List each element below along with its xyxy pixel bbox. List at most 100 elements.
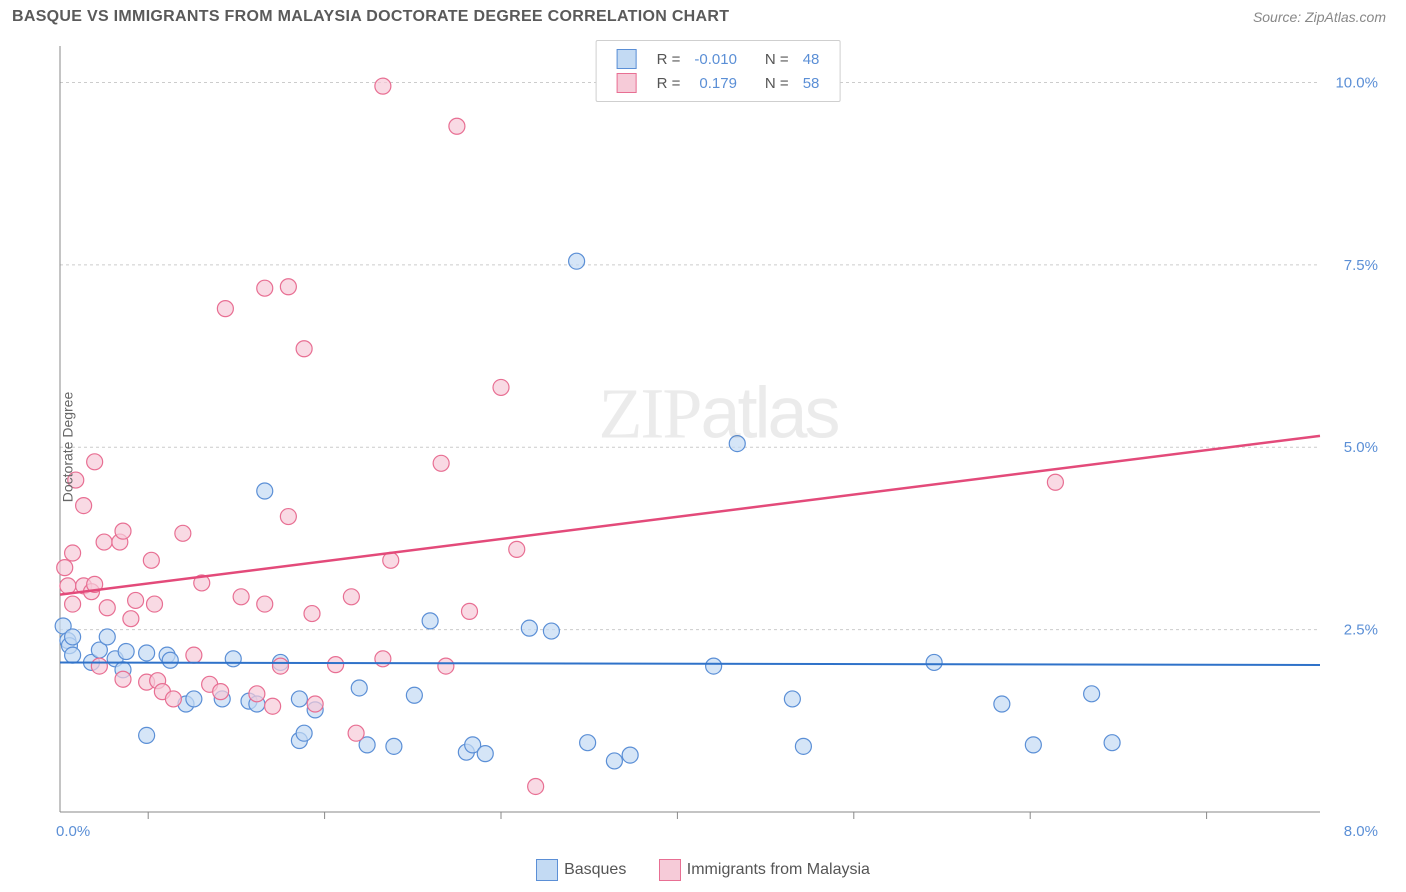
data-point [115, 671, 131, 687]
data-point [175, 525, 191, 541]
data-point [162, 652, 178, 668]
r-label: R = [651, 48, 687, 70]
data-point [225, 651, 241, 667]
data-point [186, 647, 202, 663]
n-value: 58 [797, 72, 826, 94]
data-point [386, 738, 402, 754]
data-point [76, 498, 92, 514]
data-point [580, 735, 596, 751]
data-point [123, 611, 139, 627]
data-point [521, 620, 537, 636]
legend-swatch-icon [617, 49, 637, 69]
data-point [926, 654, 942, 670]
data-point [328, 657, 344, 673]
data-point [60, 578, 76, 594]
legend-swatch-icon [536, 859, 558, 881]
data-point [433, 455, 449, 471]
chart-container: Doctorate Degree 2.5%5.0%7.5%10.0%0.0%8.… [50, 40, 1386, 854]
n-label: N = [759, 72, 795, 94]
data-point [606, 753, 622, 769]
legend-row: R = -0.010 N = 48 [611, 48, 826, 70]
data-point [477, 746, 493, 762]
data-point [115, 523, 131, 539]
data-point [143, 552, 159, 568]
data-point [375, 78, 391, 94]
data-point [128, 592, 144, 608]
legend-item: Basques [536, 859, 626, 881]
header-bar: BASQUE VS IMMIGRANTS FROM MALAYSIA DOCTO… [0, 0, 1406, 30]
data-point [249, 686, 265, 702]
data-point [291, 691, 307, 707]
source-prefix: Source: [1253, 9, 1305, 25]
source-credit: Source: ZipAtlas.com [1253, 9, 1386, 25]
data-point [462, 603, 478, 619]
data-point [706, 658, 722, 674]
data-point [1104, 735, 1120, 751]
legend-item-label: Basques [564, 861, 626, 879]
data-point [139, 727, 155, 743]
data-point [622, 747, 638, 763]
correlation-legend-table: R = -0.010 N = 48 R = 0.179 N = 58 [609, 46, 828, 96]
data-point [343, 589, 359, 605]
data-point [147, 596, 163, 612]
trend-line [60, 662, 1320, 665]
data-point [422, 613, 438, 629]
data-point [257, 483, 273, 499]
data-point [729, 436, 745, 452]
data-point [213, 684, 229, 700]
data-point [280, 509, 296, 525]
data-point [280, 279, 296, 295]
data-point [99, 629, 115, 645]
data-point [1084, 686, 1100, 702]
correlation-legend: R = -0.010 N = 48 R = 0.179 N = 58 [596, 40, 841, 102]
data-point [265, 698, 281, 714]
trend-line [60, 436, 1320, 595]
data-point [99, 600, 115, 616]
data-point [351, 680, 367, 696]
data-point [257, 596, 273, 612]
svg-text:2.5%: 2.5% [1344, 622, 1378, 639]
data-point [569, 253, 585, 269]
n-value: 48 [797, 48, 826, 70]
data-point [406, 687, 422, 703]
data-point [96, 534, 112, 550]
chart-title: BASQUE VS IMMIGRANTS FROM MALAYSIA DOCTO… [12, 8, 729, 26]
y-axis-label: Doctorate Degree [59, 392, 75, 503]
svg-text:10.0%: 10.0% [1335, 74, 1378, 91]
svg-text:0.0%: 0.0% [56, 823, 90, 840]
legend-item: Immigrants from Malaysia [659, 859, 870, 881]
data-point [65, 596, 81, 612]
data-point [65, 545, 81, 561]
legend-row: R = 0.179 N = 58 [611, 72, 826, 94]
r-value: 0.179 [688, 72, 743, 94]
scatter-plot: 2.5%5.0%7.5%10.0%0.0%8.0% [50, 40, 1386, 840]
data-point [257, 280, 273, 296]
data-point [118, 644, 134, 660]
data-point [65, 629, 81, 645]
data-point [1025, 737, 1041, 753]
data-point [139, 645, 155, 661]
data-point [1047, 474, 1063, 490]
n-label: N = [759, 48, 795, 70]
data-point [784, 691, 800, 707]
r-value: -0.010 [688, 48, 743, 70]
data-point [449, 118, 465, 134]
svg-text:8.0%: 8.0% [1344, 823, 1378, 840]
data-point [217, 301, 233, 317]
data-point [186, 691, 202, 707]
data-point [273, 658, 289, 674]
legend-swatch-icon [659, 859, 681, 881]
data-point [528, 778, 544, 794]
data-point [307, 696, 323, 712]
data-point [296, 725, 312, 741]
data-point [233, 589, 249, 605]
source-name: ZipAtlas.com [1305, 9, 1386, 25]
legend-swatch-icon [617, 73, 637, 93]
data-point [543, 623, 559, 639]
r-label: R = [651, 72, 687, 94]
svg-text:7.5%: 7.5% [1344, 257, 1378, 274]
data-point [165, 691, 181, 707]
data-point [296, 341, 312, 357]
data-point [87, 454, 103, 470]
data-point [509, 541, 525, 557]
